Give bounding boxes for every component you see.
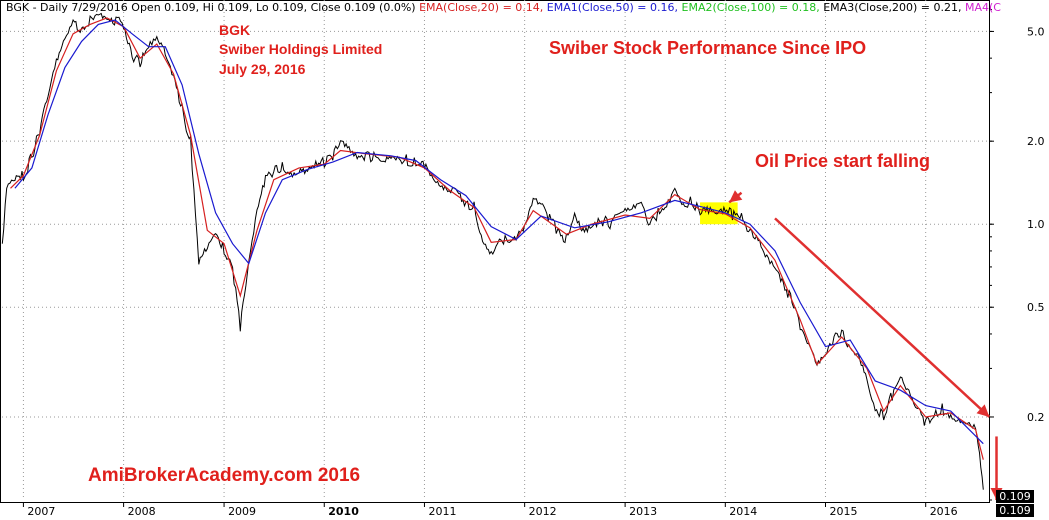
watermark-label: AmiBrokerAcademy.com 2016 (88, 465, 361, 486)
header-ma: MA4(C (964, 1, 1001, 14)
header-ema200: EMA3(Close,200) = 0.21, (823, 1, 962, 14)
x-tick-label: 2012 (529, 505, 557, 518)
x-tick-label: 2007 (27, 505, 55, 518)
x-tick-label: 2013 (629, 505, 657, 518)
y-axis: 0.2 0.5 1.0 2.0 5.0 (989, 9, 1045, 501)
y-tick-label: 1.0 (1027, 218, 1045, 231)
header-prefix: BGK - Daily 7/29/2016 Open 0.109, Hi 0.1… (6, 1, 416, 14)
annotation-arrow-head (729, 190, 743, 203)
x-tick-label: 2014 (729, 505, 757, 518)
header-ema50: EMA1(Close,50) = 0.16, (546, 1, 679, 14)
x-tick-label: 2009 (228, 505, 256, 518)
last-price-badge-2: 0.109 (996, 504, 1034, 517)
x-axis: 2007 2008 2009 2010 2011 2012 2013 2014 2015 2016 (22, 502, 958, 518)
y-tick-label: 5.0 (1027, 25, 1045, 38)
x-tick-label: 2008 (128, 505, 156, 518)
series-price (1, 12, 984, 490)
series-ema20 (10, 17, 984, 460)
series-ema50 (14, 19, 984, 445)
company-label: Swiber Holdings Limited (219, 41, 383, 57)
y-tick-label: 0.5 (1027, 301, 1045, 314)
x-tick-label: 2010 (328, 505, 359, 518)
x-tick-label: 2015 (829, 505, 857, 518)
annotation-arrow-head (976, 404, 990, 417)
y-tick-label: 0.2 (1027, 411, 1045, 424)
grid-lines (2, 0, 988, 500)
annotation-arrow-line (774, 217, 991, 418)
chart-header: BGK - Daily 7/29/2016 Open 0.109, Hi 0.1… (6, 1, 1001, 14)
header-ema100: EMA2(Close,100) = 0.18, (681, 1, 820, 14)
x-tick-label: 2011 (428, 505, 456, 518)
last-price-badge-1: 0.109 (996, 490, 1034, 503)
plot-area-frame (0, 0, 990, 503)
date-label: July 29, 2016 (219, 61, 306, 77)
annotation-arrows (728, 190, 1003, 500)
header-ema20: EMA(Close,20) = 0.14, (419, 1, 544, 14)
oil-price-annotation: Oil Price start falling (755, 151, 931, 171)
chart-title: Swiber Stock Performance Since IPO (549, 38, 867, 58)
series-layer (1, 12, 984, 490)
ticker-label: BGK (219, 22, 251, 38)
y-tick-label: 2.0 (1027, 135, 1045, 148)
x-tick-label: 2016 (930, 505, 958, 518)
